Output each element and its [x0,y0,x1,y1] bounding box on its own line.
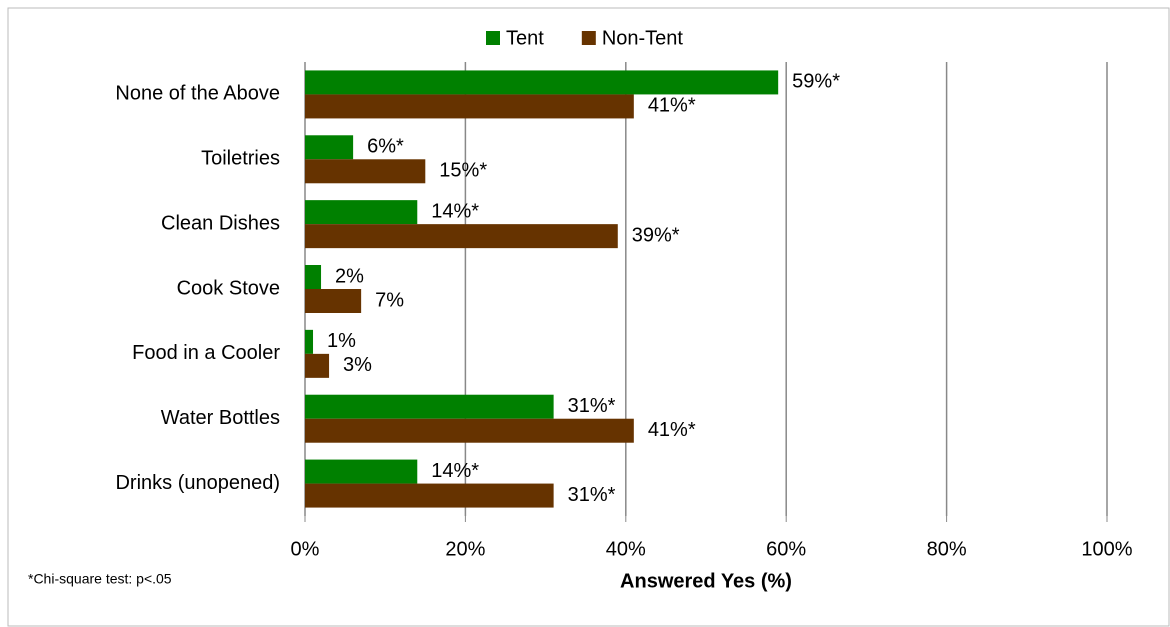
legend-label: Tent [506,27,544,49]
bar [305,224,618,249]
x-tick-label: 60% [766,538,806,560]
legend-label: Non-Tent [602,27,684,49]
data-label: 41%* [648,419,696,441]
data-label: 41%* [648,95,696,117]
footnote: *Chi-square test: p<.05 [28,571,172,587]
bar [305,135,354,160]
bar [305,94,634,119]
legend-swatch [581,31,596,45]
x-tick-label: 0% [291,538,320,560]
y-tick-label: Toiletries [201,148,280,170]
data-label: 14%* [431,200,479,222]
data-label: 59%* [792,71,840,93]
bar [305,289,362,313]
bar [305,265,322,289]
y-tick-label: Food in a Cooler [132,342,280,364]
x-tick-label: 100% [1081,538,1132,560]
data-label: 6%* [367,136,404,158]
bar [305,159,426,184]
legend-swatch [486,31,500,45]
data-label: 31%* [568,395,616,417]
x-tick-label: 40% [606,538,646,560]
x-tick-label: 80% [927,538,967,560]
data-label: 2% [335,265,364,287]
data-label: 7% [375,289,404,311]
y-tick-label: Water Bottles [161,407,280,429]
bar [305,418,634,443]
data-label: 1% [327,330,356,352]
bar [305,200,418,225]
bar [305,459,418,484]
y-tick-label: Cook Stove [177,277,280,299]
data-label: 3% [343,354,372,376]
data-label: 15%* [439,160,487,182]
bar [305,70,779,95]
chart-frame [7,7,1170,627]
y-tick-label: Clean Dishes [161,212,280,234]
bar [305,394,554,419]
bar [305,353,330,378]
bar [305,329,314,354]
y-tick-label: Drinks (unopened) [115,472,280,494]
data-label: 39%* [632,224,680,246]
data-label: 14%* [431,460,479,482]
x-tick-label: 20% [445,538,485,560]
x-axis-label: Answered Yes (%) [620,570,792,592]
data-label: 31%* [568,484,616,506]
y-tick-label: None of the Above [115,83,280,105]
bar [305,483,554,508]
